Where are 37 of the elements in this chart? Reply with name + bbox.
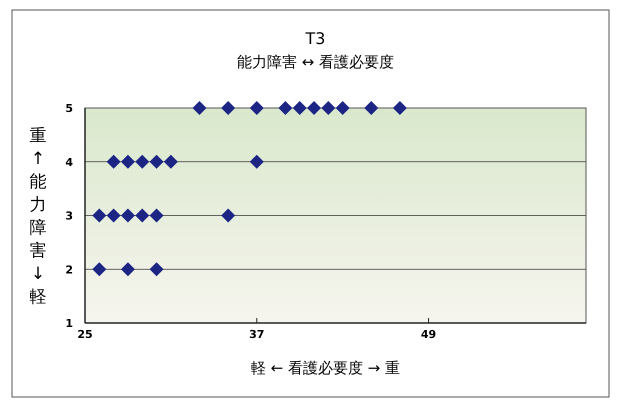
- x-axis-title: 軽 ← 看護必要度 → 重: [250, 359, 400, 377]
- point: [120, 154, 135, 169]
- point: [392, 101, 407, 115]
- x-tick-label: 49: [420, 328, 436, 341]
- point: [150, 208, 164, 222]
- point: [250, 101, 264, 115]
- point: [120, 262, 135, 276]
- x-tick-label: 37: [249, 328, 264, 341]
- point: [221, 101, 236, 115]
- y-tick-label: 5: [65, 102, 73, 115]
- point: [336, 101, 350, 115]
- point: [135, 208, 150, 222]
- point: [106, 154, 121, 169]
- point: [221, 208, 236, 222]
- point: [364, 101, 378, 115]
- point: [192, 101, 207, 115]
- point: [150, 262, 164, 276]
- point: [292, 101, 307, 115]
- point: [106, 208, 121, 222]
- point: [92, 208, 106, 222]
- y-tick-label: 1: [65, 317, 73, 330]
- y-tick-label: 4: [65, 156, 74, 169]
- point: [321, 101, 336, 115]
- point: [250, 154, 264, 169]
- y-axis-title: 重↑能力障害↓軽: [30, 126, 46, 307]
- point: [278, 101, 292, 115]
- y-tick-label: 3: [65, 210, 73, 222]
- point: [164, 154, 178, 169]
- chart-title: T3: [304, 29, 326, 48]
- point: [120, 208, 135, 222]
- point: [92, 262, 106, 276]
- y-tick-label: 2: [65, 263, 73, 276]
- point: [135, 154, 150, 169]
- point: [150, 154, 164, 169]
- point: [307, 101, 322, 115]
- chart-subtitle: 能力障害 ↔ 看護必要度: [236, 53, 394, 71]
- x-tick-label: 25: [77, 328, 93, 341]
